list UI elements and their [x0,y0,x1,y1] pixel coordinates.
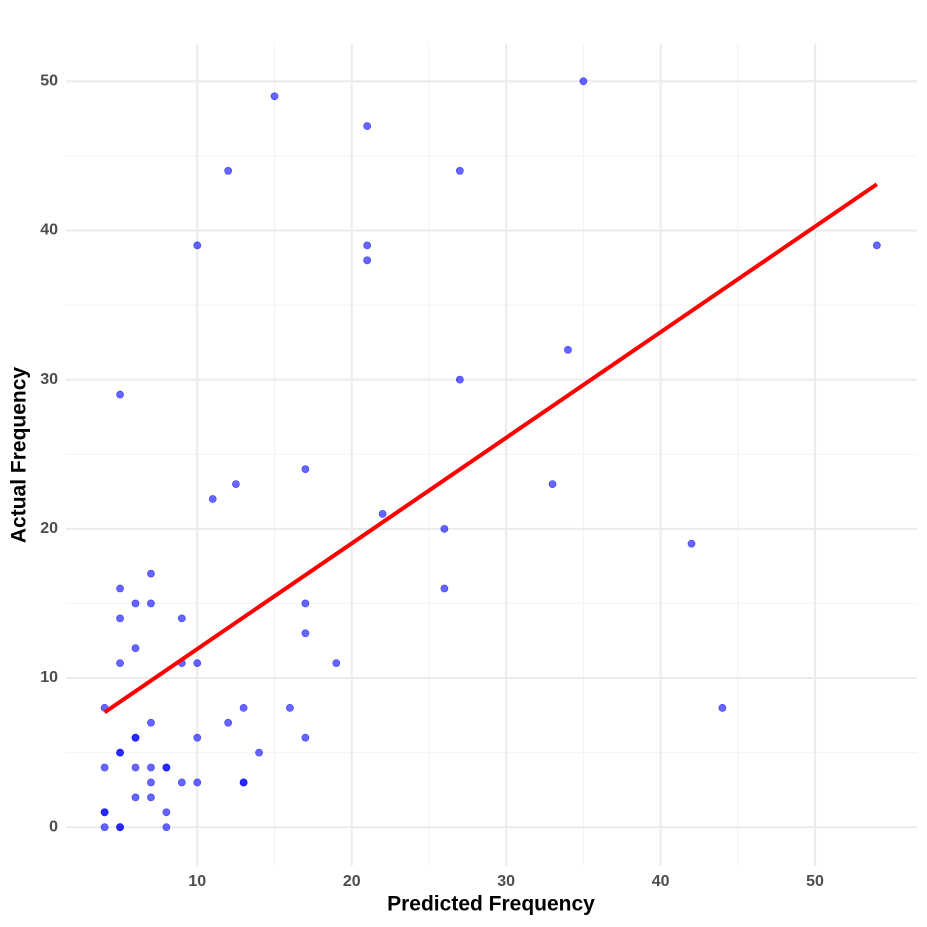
x-axis-title: Predicted Frequency [387,893,595,916]
point [440,524,449,533]
point [147,778,155,787]
point [193,241,202,250]
point [147,718,155,727]
point [116,614,124,623]
point [718,703,727,712]
point [147,599,155,608]
point [208,495,217,503]
point [100,763,109,772]
point [131,599,140,608]
point [193,778,202,787]
point [100,808,109,817]
point [224,166,233,175]
y-tick-label: 40 [40,222,58,239]
point [147,793,155,802]
point [239,778,248,787]
point [363,241,372,250]
point [270,92,279,101]
point [116,748,124,757]
x-tick-label: 30 [497,873,515,890]
point [548,480,557,488]
point [116,823,124,832]
point [378,510,387,518]
point [162,808,171,817]
point [177,614,186,623]
point [440,584,449,593]
point [239,703,248,712]
point [301,733,310,742]
point [193,659,202,668]
point [301,629,310,638]
y-tick-label: 0 [49,818,58,835]
point [162,763,171,772]
x-tick-label: 20 [343,873,361,890]
point [131,733,140,742]
point [286,703,294,712]
point [147,569,155,578]
y-tick-label: 10 [40,669,58,686]
point [147,763,155,772]
point [255,748,263,757]
y-tick-label: 20 [40,520,58,537]
point [301,465,310,474]
point [224,718,233,727]
point [579,77,588,86]
point [363,122,372,130]
point [872,241,881,250]
point [131,644,140,653]
point [332,659,341,668]
point [100,823,109,832]
point [193,733,202,742]
y-axis-title: Actual Frequency [8,367,31,544]
point [455,375,464,384]
y-tick-label: 30 [40,371,58,388]
trend-line [103,182,878,714]
point [301,599,310,608]
point [131,763,140,772]
point [131,793,140,802]
x-tick-label: 50 [806,873,824,890]
x-tick-label: 40 [652,873,670,890]
point [116,584,124,593]
x-tick-label: 10 [188,873,206,890]
point [687,539,696,548]
point [116,390,124,399]
point [162,823,171,832]
point [231,480,240,488]
point [177,778,186,787]
point [564,345,572,354]
y-tick-label: 50 [40,73,58,90]
point [116,659,124,668]
point [363,256,372,265]
point [455,166,464,175]
